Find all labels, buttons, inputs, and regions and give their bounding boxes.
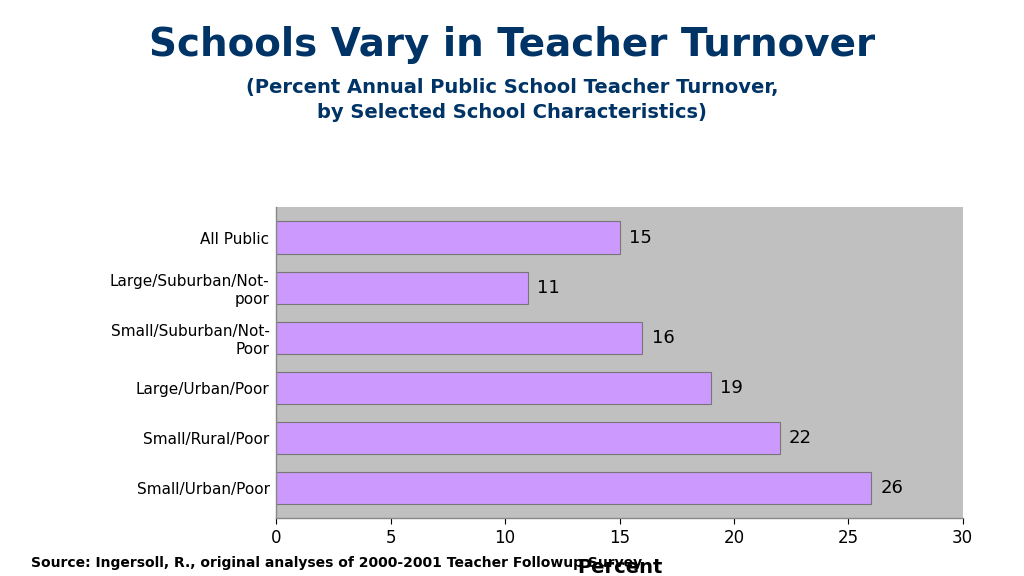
Text: 15: 15 [629,229,651,247]
Text: (Percent Annual Public School Teacher Turnover,
by Selected School Characteristi: (Percent Annual Public School Teacher Tu… [246,78,778,122]
Bar [276,271,528,304]
Text: Source: Ingersoll, R., original analyses of 2000-2001 Teacher Followup Survey: Source: Ingersoll, R., original analyses… [31,556,642,570]
Bar [276,472,871,504]
Text: 16: 16 [651,329,674,347]
Bar [276,222,620,254]
Text: 11: 11 [538,279,560,297]
Bar [276,321,642,354]
Text: 26: 26 [881,479,903,497]
Text: 19: 19 [720,379,743,397]
Bar [276,372,711,404]
Bar [276,422,779,454]
Text: Schools Vary in Teacher Turnover: Schools Vary in Teacher Turnover [148,26,876,64]
Text: 22: 22 [788,429,812,447]
X-axis label: Percent: Percent [577,558,663,576]
